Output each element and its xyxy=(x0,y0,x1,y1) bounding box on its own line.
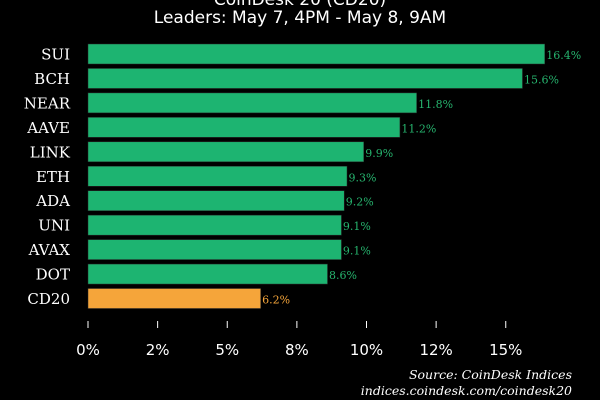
category-label-bch: BCH xyxy=(34,70,70,88)
bar-ada xyxy=(87,190,345,211)
bar-uni xyxy=(87,214,342,236)
x-tick-label: 0% xyxy=(76,341,100,359)
x-tick-label: 10% xyxy=(350,341,383,359)
value-label-avax: 9.1% xyxy=(343,245,371,258)
category-label-avax: AVAX xyxy=(28,241,71,259)
value-label-bch: 15.6% xyxy=(524,73,559,86)
bar-link xyxy=(87,141,364,163)
x-tick-label: 2% xyxy=(146,341,170,359)
category-label-near: NEAR xyxy=(24,94,71,112)
category-label-aave: AAVE xyxy=(26,119,70,137)
bar-sui xyxy=(87,43,545,65)
value-label-uni: 9.1% xyxy=(343,220,371,233)
x-tick-label: 15% xyxy=(489,341,522,359)
chart-subtitle: Leaders: May 7, 4PM - May 8, 9AM xyxy=(153,8,447,28)
category-label-eth: ETH xyxy=(36,168,70,186)
bar-bch xyxy=(87,68,523,89)
value-label-sui: 16.4% xyxy=(546,49,581,62)
chart-title: CoinDesk 20 (CD20) xyxy=(213,0,387,10)
bar-dot xyxy=(87,263,328,285)
value-label-aave: 11.2% xyxy=(401,122,436,135)
category-label-sui: SUI xyxy=(41,46,70,64)
category-label-uni: UNI xyxy=(38,217,70,235)
bar-near xyxy=(87,92,417,114)
x-tick-label: 8% xyxy=(285,341,309,359)
bar-aave xyxy=(87,117,401,138)
category-label-dot: DOT xyxy=(36,266,70,284)
x-tick-label: 12% xyxy=(419,341,452,359)
category-label-link: LINK xyxy=(30,143,71,161)
bar-avax xyxy=(87,239,342,260)
category-label-ada: ADA xyxy=(35,192,70,210)
source-text: Source: CoinDesk Indices xyxy=(408,367,572,382)
value-label-ada: 9.2% xyxy=(346,196,374,209)
value-label-eth: 9.3% xyxy=(349,171,377,184)
value-label-cd20: 6.2% xyxy=(262,294,290,307)
bar-cd20 xyxy=(87,288,261,309)
value-label-near: 11.8% xyxy=(418,98,453,111)
value-label-link: 9.9% xyxy=(365,147,393,160)
category-label-cd20: CD20 xyxy=(27,290,70,308)
x-tick-label: 5% xyxy=(215,341,239,359)
bar-eth xyxy=(87,166,348,187)
source-url: indices.coindesk.com/coindesk20 xyxy=(360,383,572,398)
value-label-dot: 8.6% xyxy=(329,269,357,282)
